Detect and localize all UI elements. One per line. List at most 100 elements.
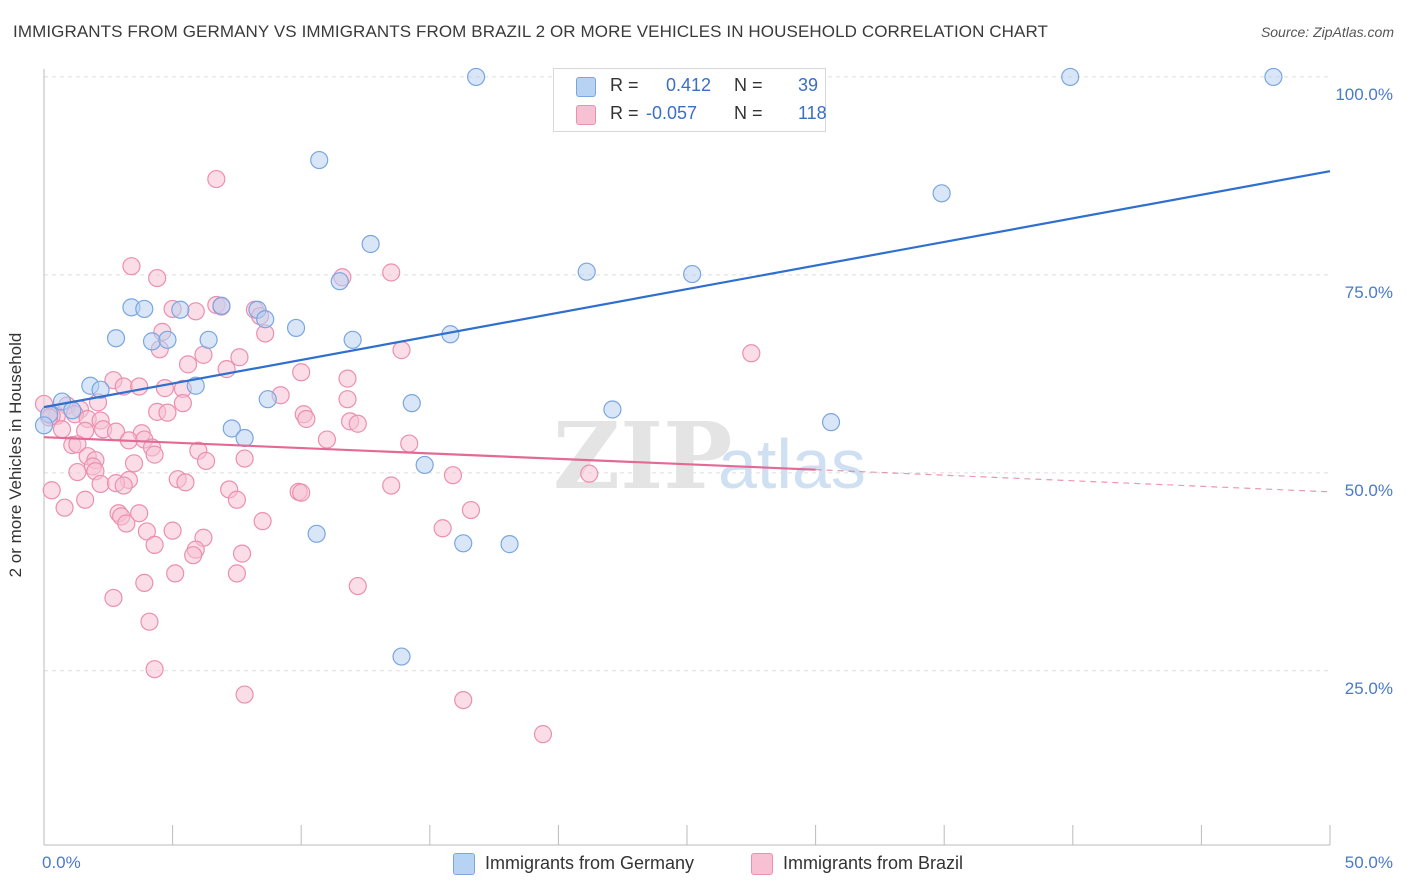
germany-point [330, 272, 349, 291]
legend-brazil-n: 118 [798, 103, 827, 123]
germany-point [343, 330, 362, 349]
germany-point [683, 264, 702, 284]
germany-point [402, 394, 421, 413]
germany-point [1061, 67, 1080, 87]
brazil-point [163, 521, 182, 540]
y-tick-label: 100.0% [1335, 84, 1393, 104]
brazil-point [184, 546, 203, 565]
brazil-point [68, 462, 87, 482]
brazil-legend-label: Immigrants from Brazil [783, 853, 964, 873]
brazil-point [68, 435, 87, 454]
brazil-point [454, 690, 473, 710]
watermark-atlas: atlas [718, 425, 866, 503]
axes [43, 69, 1331, 846]
germany-point [500, 535, 519, 554]
y-axis-label: 2 or more Vehicles in Household [6, 332, 25, 578]
brazil-point [166, 564, 185, 583]
brazil-swatch [576, 105, 596, 125]
brazil-point [392, 341, 411, 360]
brazil-point [178, 355, 198, 374]
brazil-point [124, 454, 144, 473]
brazil-point [461, 500, 481, 520]
germany-point [286, 318, 306, 338]
brazil-point [253, 512, 272, 531]
germany-point [63, 401, 82, 420]
brazil-point [742, 344, 761, 363]
brazil-point [117, 514, 136, 533]
brazil-point [176, 473, 195, 492]
germany-point [34, 416, 54, 435]
brazil-point [297, 409, 316, 429]
brazil-point [42, 481, 61, 500]
brazil-point [235, 449, 254, 468]
germany-point [1264, 67, 1283, 87]
germany-point [392, 647, 411, 666]
brazil-point [235, 685, 254, 704]
chart-title: IMMIGRANTS FROM GERMANY VS IMMIGRANTS FR… [13, 22, 1049, 41]
x-tick-min: 0.0% [42, 853, 81, 872]
brazil-point [348, 576, 367, 596]
germany-point [466, 67, 486, 87]
germany-point [415, 455, 434, 475]
germany-point [235, 428, 254, 448]
germany-swatch [576, 77, 596, 97]
brazil-point [155, 379, 174, 398]
germany-legend-label: Immigrants from Germany [485, 853, 695, 873]
brazil-point [148, 268, 167, 288]
brazil-point [533, 725, 553, 744]
brazil-point [382, 476, 401, 495]
brazil-point [130, 377, 149, 396]
trend-lines [43, 170, 1331, 493]
germany-point [361, 234, 380, 254]
germany-legend-swatch [453, 853, 475, 875]
watermark-zip: ZIP [553, 402, 732, 510]
germany-point [603, 400, 622, 419]
germany-points [34, 67, 1283, 666]
brazil-point [443, 466, 463, 485]
brazil-trend-extension [815, 469, 1331, 493]
germany-point [186, 376, 205, 395]
brazil-point [207, 169, 226, 189]
brazil-point [137, 522, 156, 541]
germany-point [310, 150, 329, 170]
germany-point [171, 300, 190, 319]
germany-point [142, 332, 162, 351]
brazil-point [194, 345, 213, 364]
germany-point [932, 184, 951, 203]
brazil-point [292, 363, 311, 382]
brazil-point [338, 390, 357, 409]
y-tick-label: 50.0% [1344, 480, 1393, 500]
brazil-point [580, 464, 599, 483]
brazil-point [145, 660, 164, 679]
brazil-legend-swatch [751, 853, 773, 875]
brazil-point [158, 403, 177, 422]
y-tick-label: 25.0% [1344, 678, 1393, 698]
germany-point [212, 296, 231, 315]
brazil-point [348, 414, 367, 433]
germany-point [91, 380, 110, 399]
legend-germany-n: 39 [798, 75, 819, 95]
legend-germany-r: 0.412 [666, 75, 712, 95]
brazil-point [186, 302, 205, 321]
brazil-point [227, 564, 246, 583]
brazil-point [76, 490, 95, 509]
germany-point [258, 390, 277, 409]
brazil-point [317, 430, 337, 449]
x-tick-max: 50.0% [1344, 853, 1393, 872]
brazil-point [135, 573, 154, 593]
germany-point [577, 262, 596, 281]
legend-n-label: N = [734, 75, 763, 95]
brazil-point [173, 394, 192, 413]
stats-legend: R = 0.412 N = 39 R = -0.057 N = 118 [553, 68, 827, 132]
brazil-point [292, 483, 311, 502]
germany-point [135, 299, 154, 319]
brazil-point [55, 498, 74, 517]
germany-point [454, 534, 473, 553]
brazil-point [91, 474, 110, 494]
brazil-point [114, 476, 133, 495]
brazil-point [145, 535, 164, 554]
germany-point [821, 413, 841, 432]
germany-point [199, 330, 218, 349]
brazil-point [338, 369, 357, 388]
